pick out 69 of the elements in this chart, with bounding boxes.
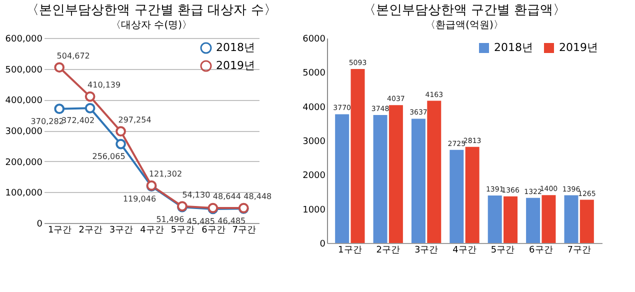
y-tick-label: 5000	[302, 68, 326, 79]
legend-label: 2018년	[216, 41, 255, 54]
x-tick-label: 1구간	[338, 246, 362, 256]
x-tick-label: 2구간	[78, 226, 102, 236]
point	[54, 104, 65, 114]
bar	[580, 200, 594, 243]
y-tick-label: 400,000	[5, 96, 43, 106]
point	[116, 138, 126, 150]
bar	[411, 118, 426, 243]
data-label: 48,644	[212, 192, 241, 201]
bar	[488, 195, 502, 243]
y-tick-label: 300,000	[5, 127, 43, 137]
y-tick-label: 0	[320, 240, 326, 250]
data-label: 45,485	[186, 216, 215, 226]
chart-subtitle: 〈환급액(억원)〉	[426, 20, 504, 31]
x-tick-label: 2구간	[376, 246, 400, 256]
bar	[388, 105, 403, 243]
data-label: 372,402	[62, 116, 95, 126]
x-tick-label: 4구간	[452, 246, 476, 256]
y-tick-label: 500,000	[5, 65, 43, 76]
x-tick-label: 7구간	[232, 226, 256, 236]
bar	[373, 114, 388, 243]
bar	[427, 100, 442, 243]
y-tick-label: 200,000	[5, 158, 43, 168]
legend-label: 2019년	[216, 59, 255, 72]
y-tick-label: 100,000	[5, 188, 43, 199]
data-label: 504,672	[56, 51, 90, 60]
y-tick-label: 600,000	[5, 34, 43, 44]
data-label: 51,496	[156, 215, 184, 224]
chart-subtitle: 〈대상자 수(명)〉	[111, 20, 192, 31]
bar	[350, 68, 365, 243]
x-tick-label: 3구간	[109, 226, 134, 236]
chart-title: 〈본인부담상한액 구간별 환급액〉	[362, 3, 566, 18]
bar	[504, 196, 518, 243]
x-tick-label: 7구간	[567, 246, 591, 256]
data-label: 410,139	[88, 80, 121, 90]
data-label: 48,448	[244, 192, 272, 202]
data-label: 46,485	[218, 216, 246, 226]
data-label: 54,130	[182, 190, 210, 200]
y-tick-label: 2000	[302, 171, 326, 182]
x-tick-label: 6구간	[202, 226, 226, 236]
x-tick-label: 6구간	[529, 246, 553, 256]
point	[84, 103, 96, 114]
point	[116, 126, 126, 137]
bar	[465, 146, 480, 243]
bar	[542, 195, 556, 243]
x-tick-label: 4구간	[140, 226, 164, 236]
y-tick-label: 1000	[302, 205, 326, 216]
legend-label: 2019년	[559, 41, 598, 54]
data-label: 119,046	[122, 194, 156, 204]
x-tick-label: 5구간	[490, 246, 515, 256]
point	[84, 91, 96, 102]
x-tick-label: 1구간	[48, 226, 72, 236]
bar	[564, 195, 578, 243]
bar	[335, 114, 350, 243]
y-tick-label: 4000	[302, 102, 326, 113]
data-label: 297,254	[118, 115, 152, 124]
data-label: 256,065	[92, 152, 126, 162]
y-tick-label: 0	[36, 220, 43, 230]
legend-label: 2018년	[494, 41, 533, 54]
data-label: 121,302	[148, 170, 182, 179]
bar	[526, 198, 540, 243]
chart-title: 〈본인부담상한액 구간별 환급 대상자 수〉	[26, 3, 277, 18]
bar	[450, 150, 464, 243]
x-tick-label: 5구간	[170, 226, 195, 236]
x-tick-label: 3구간	[414, 246, 438, 256]
point	[54, 62, 65, 73]
y-tick-label: 3000	[302, 137, 326, 147]
y-tick-label: 6000	[302, 34, 326, 44]
